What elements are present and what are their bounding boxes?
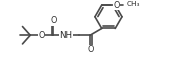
- Text: O: O: [50, 16, 57, 25]
- Text: O: O: [113, 1, 119, 10]
- Text: CH₃: CH₃: [127, 1, 140, 7]
- Text: O: O: [88, 45, 94, 54]
- Text: O: O: [39, 31, 45, 40]
- Text: NH: NH: [59, 31, 73, 40]
